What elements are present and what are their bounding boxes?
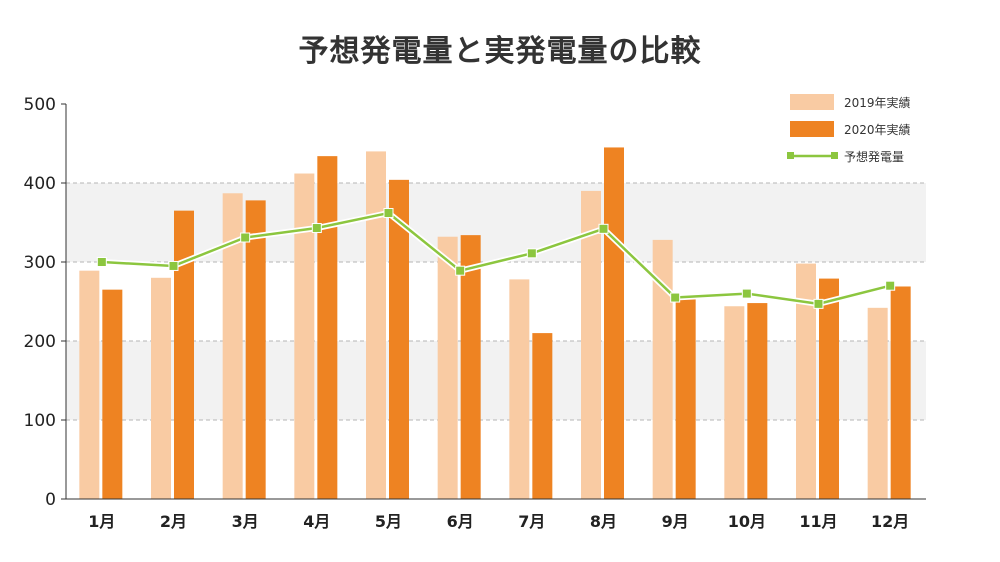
point-予想発電量-1月 xyxy=(96,257,107,267)
line-予想発電量 xyxy=(101,211,891,306)
y-tick-label: 500 xyxy=(24,95,56,115)
bar-2020年実績-5月 xyxy=(389,179,409,499)
x-tick-label: 11月 xyxy=(799,512,837,531)
x-tick-label: 2月 xyxy=(160,512,187,531)
chart-title: 予想発電量と実発電量の比較 xyxy=(298,34,702,69)
bar-2019年実績-9月 xyxy=(652,239,673,499)
x-tick-label: 10月 xyxy=(728,512,766,531)
bar-2020年実績-9月 xyxy=(675,299,696,499)
bar-2020年実績-6月 xyxy=(460,235,481,499)
grid-band xyxy=(66,341,926,420)
bar-2019年実績-11月 xyxy=(796,263,816,499)
bar-2020年実績-8月 xyxy=(604,147,624,499)
point-予想発電量-12月 xyxy=(885,280,896,291)
y-tick-label: 400 xyxy=(24,174,56,194)
legend-marker xyxy=(831,152,838,159)
bar-2019年実績-1月 xyxy=(79,270,100,499)
bar-2019年実績-10月 xyxy=(724,306,745,499)
bar-2019年実績-6月 xyxy=(437,236,458,499)
x-tick-label: 12月 xyxy=(871,512,909,531)
point-予想発電量-2月 xyxy=(168,260,179,271)
legend-label: 2020年実績 xyxy=(844,122,911,137)
legend-swatch xyxy=(790,94,834,110)
x-tick-label: 6月 xyxy=(447,512,474,531)
point-予想発電量-11月 xyxy=(813,298,824,309)
bar-2019年実績-5月 xyxy=(366,151,386,499)
bar-2019年実績-12月 xyxy=(867,307,888,499)
y-tick-label: 0 xyxy=(45,490,56,510)
point-予想発電量-7月 xyxy=(526,248,537,259)
bar-2020年実績-12月 xyxy=(890,286,911,499)
y-tick-label: 100 xyxy=(24,411,56,431)
point-予想発電量-3月 xyxy=(240,232,251,243)
bar-2019年実績-3月 xyxy=(222,193,243,499)
legend-marker xyxy=(787,152,794,159)
legend-swatch xyxy=(790,121,834,137)
bar-2020年実績-1月 xyxy=(102,289,123,499)
bar-2019年実績-2月 xyxy=(151,277,171,499)
x-tick-label: 8月 xyxy=(590,512,617,531)
legend-label: 予想発電量 xyxy=(844,149,904,164)
bar-2020年実績-10月 xyxy=(747,303,768,499)
bar-2019年実績-4月 xyxy=(294,173,315,499)
x-tick-label: 4月 xyxy=(303,512,330,531)
x-tick-label: 3月 xyxy=(232,512,259,531)
point-予想発電量-6月 xyxy=(455,265,466,276)
point-予想発電量-5月 xyxy=(383,208,394,219)
bar-2019年実績-8月 xyxy=(581,190,601,499)
bar-2020年実績-2月 xyxy=(174,210,194,499)
bar-2020年実績-11月 xyxy=(819,278,839,499)
bar-2020年実績-3月 xyxy=(245,200,266,499)
y-tick-label: 300 xyxy=(24,253,56,273)
point-予想発電量-9月 xyxy=(670,292,681,303)
bar-2020年実績-4月 xyxy=(317,156,338,499)
x-tick-label: 7月 xyxy=(518,512,545,531)
y-tick-label: 200 xyxy=(24,332,56,352)
bar-2019年実績-7月 xyxy=(509,279,530,499)
x-tick-label: 9月 xyxy=(662,512,689,531)
bar-2020年実績-7月 xyxy=(532,333,553,499)
point-予想発電量-4月 xyxy=(311,223,322,234)
point-予想発電量-8月 xyxy=(598,223,609,234)
legend-label: 2019年実績 xyxy=(844,95,911,110)
point-予想発電量-10月 xyxy=(741,288,752,299)
x-tick-label: 1月 xyxy=(88,512,115,531)
grid-band xyxy=(66,183,926,262)
x-tick-label: 5月 xyxy=(375,512,402,531)
